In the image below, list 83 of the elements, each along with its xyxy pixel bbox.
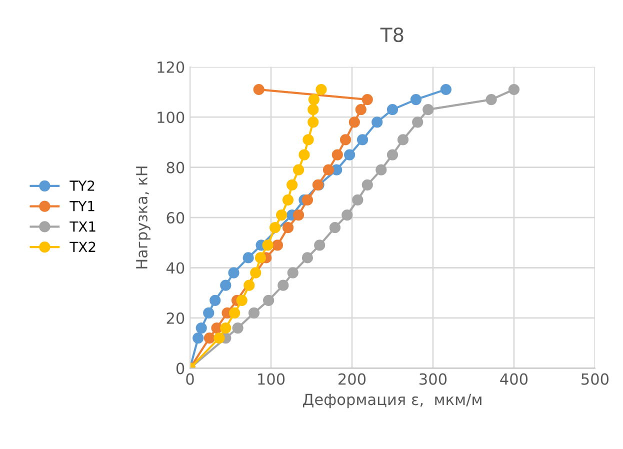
- point: [244, 280, 255, 291]
- point: [356, 134, 368, 146]
- point: [397, 134, 409, 146]
- legend-label: TY2: [70, 180, 94, 191]
- y-tick-label: 120: [158, 61, 184, 73]
- point: [276, 209, 288, 221]
- point: [329, 222, 341, 234]
- x-tick-label: 0: [186, 373, 194, 385]
- point: [203, 307, 214, 318]
- point: [292, 209, 304, 221]
- point: [254, 252, 266, 264]
- point: [270, 222, 281, 234]
- y-tick-label: 80: [166, 162, 184, 174]
- point: [412, 116, 424, 128]
- x-tick-label: 300: [420, 373, 447, 385]
- point: [228, 267, 240, 278]
- point: [308, 104, 319, 116]
- y-tick-label: 20: [166, 312, 184, 324]
- point: [286, 179, 298, 190]
- point: [292, 164, 304, 176]
- x-tick-label: 400: [500, 373, 528, 385]
- point: [302, 252, 314, 264]
- point: [362, 179, 373, 190]
- point: [210, 294, 221, 306]
- y-tick-label: 0: [176, 362, 184, 374]
- legend-label: TX1: [70, 221, 96, 232]
- point: [236, 294, 248, 306]
- x-tick-label: 200: [338, 373, 366, 385]
- point: [340, 134, 352, 146]
- point: [386, 149, 398, 160]
- point: [352, 194, 364, 206]
- point: [272, 240, 284, 251]
- point: [302, 134, 314, 146]
- point: [410, 94, 422, 106]
- point: [242, 252, 254, 264]
- y-axis-title: Нагрузка, кН: [136, 166, 150, 268]
- point: [308, 94, 320, 106]
- point: [386, 104, 398, 116]
- point: [211, 322, 222, 334]
- point: [362, 94, 373, 106]
- point: [248, 307, 260, 318]
- point: [192, 332, 204, 344]
- point: [344, 149, 356, 160]
- point: [232, 322, 244, 334]
- point: [314, 240, 326, 251]
- point: [204, 332, 216, 344]
- y-tick-label: 100: [158, 112, 184, 124]
- x-axis-title: Деформация ε, мкм/м: [303, 394, 482, 408]
- point: [508, 84, 520, 96]
- legend-label: TY1: [70, 201, 94, 212]
- point: [355, 104, 366, 116]
- point: [372, 116, 383, 128]
- point: [332, 149, 343, 160]
- point: [422, 104, 434, 116]
- point: [342, 209, 353, 221]
- point: [287, 267, 298, 278]
- point: [229, 307, 240, 318]
- point: [263, 294, 274, 306]
- point: [486, 94, 497, 106]
- point: [282, 194, 294, 206]
- point: [316, 84, 327, 96]
- chart-title: T8: [380, 27, 404, 42]
- y-tick-label: 40: [166, 262, 184, 274]
- point: [282, 222, 294, 234]
- point: [376, 164, 387, 176]
- point: [322, 164, 334, 176]
- point: [302, 194, 314, 206]
- point: [196, 322, 207, 334]
- legend-label: TX2: [70, 242, 96, 252]
- x-tick-label: 100: [258, 373, 285, 385]
- point: [308, 116, 319, 128]
- point: [220, 280, 232, 291]
- point: [298, 149, 310, 160]
- x-tick-label: 500: [582, 373, 609, 385]
- point: [262, 240, 274, 251]
- point: [220, 322, 232, 334]
- point: [440, 84, 452, 96]
- point: [278, 280, 289, 291]
- point: [214, 332, 225, 344]
- point: [348, 116, 360, 128]
- y-tick-label: 60: [166, 212, 184, 224]
- point: [250, 267, 262, 278]
- point: [253, 84, 264, 96]
